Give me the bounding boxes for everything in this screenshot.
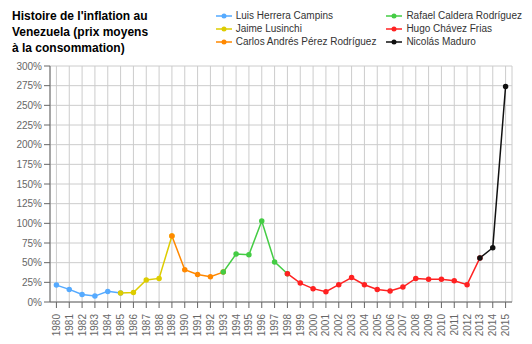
svg-text:100%: 100%	[16, 218, 42, 229]
svg-text:2005: 2005	[372, 314, 383, 336]
svg-text:1990: 1990	[179, 314, 190, 336]
svg-text:1984: 1984	[102, 314, 113, 336]
svg-text:200%: 200%	[16, 139, 42, 150]
svg-text:1989: 1989	[166, 314, 177, 336]
svg-text:1985: 1985	[115, 314, 126, 336]
svg-text:1991: 1991	[192, 314, 203, 336]
html-text:Jaime Lusinchi: Jaime Lusinchi	[235, 23, 302, 34]
html-text:Hugo Chávez Frias: Hugo Chávez Frias	[406, 23, 492, 34]
svg-text:1994: 1994	[231, 314, 242, 336]
svg-text:50%: 50%	[22, 257, 42, 268]
svg-text:2004: 2004	[359, 314, 370, 336]
svg-text:2000: 2000	[308, 314, 319, 336]
html-text:Luis Herrera Campins: Luis Herrera Campins	[235, 10, 333, 21]
svg-text:2012: 2012	[462, 314, 473, 336]
svg-text:2007: 2007	[397, 314, 408, 336]
svg-text:150%: 150%	[16, 179, 42, 190]
svg-text:2002: 2002	[333, 314, 344, 336]
svg-text:2015: 2015	[500, 314, 511, 336]
html-text:Carlos Andrés Pérez Rodríguez: Carlos Andrés Pérez Rodríguez	[235, 36, 377, 47]
svg-text:1997: 1997	[269, 314, 280, 336]
svg-text:1987: 1987	[141, 314, 152, 336]
html-text:Histoire de l'inflation au: Histoire de l'inflation au	[12, 9, 148, 23]
svg-text:1980: 1980	[51, 314, 62, 336]
svg-text:1982: 1982	[77, 314, 88, 336]
svg-text:2011: 2011	[449, 314, 460, 336]
html-text:à la consommation): à la consommation)	[12, 41, 125, 55]
svg-text:2008: 2008	[410, 314, 421, 336]
svg-text:1993: 1993	[218, 314, 229, 336]
svg-text:0%: 0%	[28, 297, 43, 308]
svg-text:125%: 125%	[16, 198, 42, 209]
svg-text:1983: 1983	[89, 314, 100, 336]
svg-text:225%: 225%	[16, 120, 42, 131]
svg-text:1998: 1998	[282, 314, 293, 336]
svg-text:2001: 2001	[320, 314, 331, 336]
svg-text:1981: 1981	[64, 314, 75, 336]
svg-text:2010: 2010	[436, 314, 447, 336]
svg-text:1999: 1999	[295, 314, 306, 336]
svg-text:2009: 2009	[423, 314, 434, 336]
svg-text:1986: 1986	[128, 314, 139, 336]
html-text:Rafael Caldera Rodríguez: Rafael Caldera Rodríguez	[406, 10, 522, 21]
svg-text:25%: 25%	[22, 277, 42, 288]
svg-text:2013: 2013	[474, 314, 485, 336]
svg-text:2006: 2006	[385, 314, 396, 336]
svg-text:175%: 175%	[16, 159, 42, 170]
svg-text:1995: 1995	[243, 314, 254, 336]
html-text:Venezuela (prix moyens: Venezuela (prix moyens	[12, 25, 149, 39]
svg-text:2014: 2014	[487, 314, 498, 336]
svg-text:1996: 1996	[256, 314, 267, 336]
html-text:Nicolás Maduro: Nicolás Maduro	[406, 36, 476, 47]
svg-text:1992: 1992	[205, 314, 216, 336]
svg-text:75%: 75%	[22, 238, 42, 249]
svg-text:2003: 2003	[346, 314, 357, 336]
svg-text:300%: 300%	[16, 61, 42, 72]
svg-text:250%: 250%	[16, 100, 42, 111]
svg-text:275%: 275%	[16, 80, 42, 91]
svg-text:1988: 1988	[154, 314, 165, 336]
